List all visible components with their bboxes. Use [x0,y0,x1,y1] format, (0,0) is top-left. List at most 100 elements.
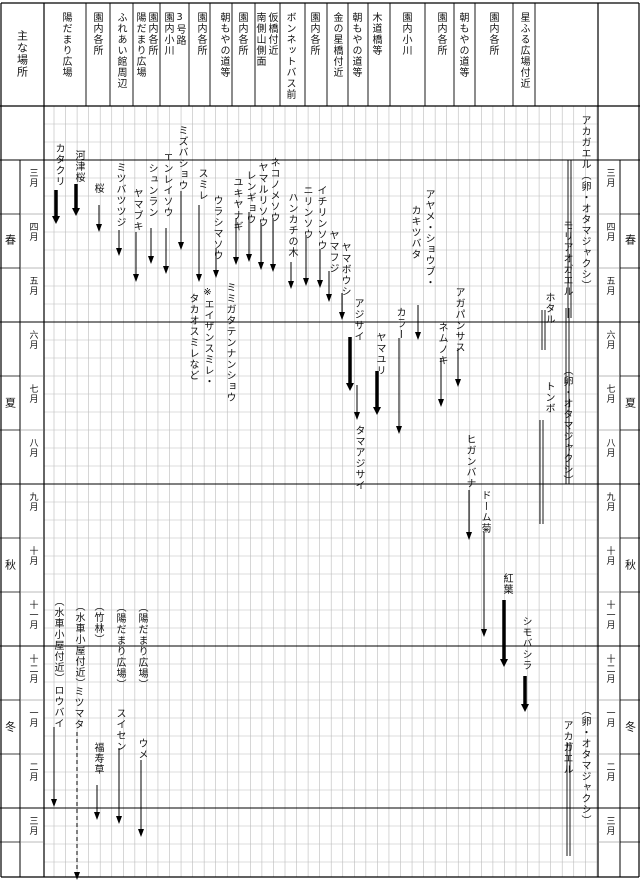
wildlife-label: アカガエル（卵・オタマジャクシ） [579,115,590,291]
season-label-left: 秋 [3,559,17,571]
header-column-label: 園内各所 [487,12,498,56]
flower-label: ヤマボウシ [339,242,350,297]
arrowhead [138,829,144,837]
arrowhead [346,383,354,391]
flower-label: ※エイザンスミレ・ [202,287,213,387]
month-label-right: 三月 [604,168,615,188]
arrowhead [396,426,402,434]
flower-label: エンレイソウ [161,152,172,218]
month-label-left: 四月 [27,222,38,242]
season-label-right: 冬 [623,721,637,733]
wildlife-label: モリアオガエル [561,220,572,297]
month-label-left: 五月 [27,276,38,296]
flower-label: アジサイ [352,298,363,342]
flower-label: ミズバショウ [176,125,187,191]
header-column-label: 園内各所 [236,12,247,56]
main-location-label: 主な場所 [15,30,29,78]
month-label-left: 三月 [27,816,38,836]
header-column-label: 園内各所 [91,12,102,56]
arrowhead [500,659,508,667]
month-label-left: 十月 [27,546,38,566]
flower-label: ロウバイ [52,685,63,729]
arrowhead [354,412,360,420]
arrowhead [233,257,239,265]
arrowhead [133,274,139,282]
wildlife-label: （卵・オタマジャクシ） [579,705,590,826]
month-label-right: 一月 [604,708,615,728]
month-label-right: 四月 [604,222,615,242]
header-column-label: 3号路 [174,12,185,46]
flower-label: 桜 [92,183,103,194]
flower-label: ユキヤナギ [231,177,242,232]
arrowhead [96,224,102,232]
header-column-label: 朝もやの道等 [218,12,229,78]
flower-label: 紅葉 [501,573,512,595]
month-label-right: 三月 [604,816,615,836]
flower-label: ヒガンバナ [464,434,475,489]
arrowhead [415,332,421,340]
flower-label: ウラシマソウ [211,195,222,261]
flower-label: ヤマユリ [374,332,385,376]
flower-label: シモバシラ [520,616,531,671]
header-column-label: 朝もやの道等 [350,12,361,78]
arrowhead [481,629,487,637]
header-column-label: 木道橋等 [370,12,381,56]
flower-label: ニリンソウ [301,185,312,240]
flower-label: 福寿草 [92,742,103,775]
arrowhead [455,379,461,387]
flower-label: （竹林） [92,601,103,645]
season-label-left: 夏 [3,397,17,409]
flower-label: （水車小屋付近） [52,596,63,684]
header-column-label: 園内各所 [435,12,446,56]
header-column-label: 園内各所 [195,12,206,56]
flower-label: 河津桜 [73,150,84,183]
arrowhead [373,407,381,415]
flower-label: （水車小屋付近） [73,601,84,689]
arrowhead [116,816,122,824]
flower-label: ネコノメソウ [268,157,279,223]
header-column-label: 仮橋付近 [266,12,277,56]
flower-label: （陽だまり広場） [136,602,147,690]
flower-label: ヤマブキ [131,188,142,232]
header-column-label: 陽だまり広場 [60,12,71,78]
flower-label: イチリンソウ [315,185,326,251]
wildlife-label: アカガエル [561,720,572,775]
header-column-label: 陽だまり広場 [134,12,145,78]
month-label-left: 十一月 [27,600,38,630]
flower-label: カラー [394,307,405,340]
month-label-right: 六月 [604,330,615,350]
month-label-left: 七月 [27,384,38,404]
month-label-left: 十二月 [27,654,38,684]
flower-label: ウメ [136,738,147,760]
header-column-label: 金の星橋付近 [331,12,342,78]
flower-label: レンギョウ [244,170,255,225]
arrowhead [270,264,276,272]
month-label-right: 十二月 [604,654,615,684]
flower-label: ドーム菊 [479,490,490,534]
season-label-left: 冬 [3,721,17,733]
season-label-right: 夏 [623,397,637,409]
flower-label: ネムノキ [436,322,447,366]
arrowhead [178,242,184,250]
arrowhead [74,872,80,880]
arrowhead [163,266,169,274]
header-column-label: 園内各所 [308,12,319,56]
month-label-right: 十一月 [604,600,615,630]
month-label-right: 五月 [604,276,615,296]
header-column-label: 朝もやの道等 [457,12,468,78]
arrowhead [288,281,294,289]
flower-label: タマアジサイ [353,425,364,491]
month-label-left: 八月 [27,438,38,458]
arrowhead [116,248,122,256]
arrowhead [148,256,154,264]
flower-label: アヤメ・ショウブ・ [423,189,434,288]
flower-label: ヤマルリソウ [256,162,267,228]
arrowhead [196,274,202,282]
season-label-right: 春 [623,234,637,246]
arrowhead [438,399,444,407]
month-label-left: 二月 [27,762,38,782]
arrowhead [326,294,332,302]
flower-label: タカオスミレなど [187,293,198,381]
flower-label: （陽だまり広場） [114,602,125,690]
header-column-label: 園内各所 [146,12,157,56]
